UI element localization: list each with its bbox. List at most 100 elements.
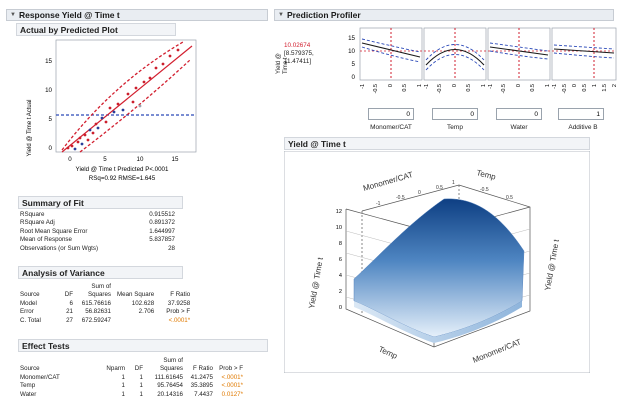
table-cell: 35.3895 [190, 382, 213, 390]
table-row: Model 6 615.76616 102.628 37.9258 [20, 300, 193, 308]
table-cell: Water [20, 390, 37, 398]
table-row: Error 21 56.82631 2.706 Prob > F [20, 308, 193, 316]
fit-value: 0.915512 [149, 211, 175, 218]
temp-value-input[interactable] [432, 108, 478, 120]
avp-point [94, 122, 98, 126]
table-cell: 1 [121, 390, 125, 398]
avp-point [83, 133, 87, 137]
summary-of-fit-title: Summary of Fit [22, 197, 84, 208]
profiler-x-tick: 2 [612, 84, 618, 87]
surface-top-tick: 0 [418, 190, 421, 196]
table-row: Temp 1 1 95.76454 35.3895 <.0001* [20, 382, 246, 390]
table-header-row: Source DF Squares Mean Square F Ratio [20, 291, 193, 299]
avp-point [70, 144, 74, 148]
response-panel-header[interactable]: ▼ Response Yield @ Time t [6, 9, 268, 21]
effect-tests-header[interactable]: Effect Tests [18, 339, 268, 352]
profiler-x-tick: 0 [572, 84, 578, 87]
surface-top-tick: -0.5 [480, 187, 489, 193]
profiler-ci-lower [425, 54, 485, 71]
avp-title: Actual by Predicted Plot [20, 24, 118, 35]
avp-point [142, 80, 146, 84]
factor-label-monomer: Monomer/CAT [370, 124, 412, 131]
avp-point [112, 110, 116, 114]
table-cell: <.0001* [168, 316, 191, 324]
table-cell: 1 [139, 382, 143, 390]
anova-header-top: Sum of [91, 283, 111, 290]
table-cell: 21 [66, 308, 73, 316]
surface-top-tick: 1 [452, 180, 455, 186]
avp-x-tick: 10 [137, 156, 144, 163]
fit-value: 28 [168, 244, 175, 252]
additive-b-value-input[interactable] [558, 108, 604, 120]
surface-top-tick: -1 [376, 201, 381, 207]
table-cell: Temp [20, 382, 36, 390]
table-row: Monomer/CAT 1 1 111.61645 41.2475 <.0001… [20, 374, 246, 382]
avp-point [96, 126, 100, 130]
ci-lower: [8.579375, [284, 50, 314, 57]
surface-z-ticks: 12 10 8 6 4 2 0 [336, 209, 342, 311]
profiler-x-tick: 1 [417, 84, 423, 87]
water-value-input[interactable] [496, 108, 542, 120]
profiler-plots[interactable]: 15 10 5 0 -1 -0.5 0 0.5 1 -1 -0.5 0 0.5 … [330, 26, 620, 96]
profiler-cell-additive [551, 27, 617, 81]
profiler-ci-upper [425, 44, 485, 61]
avp-point [91, 131, 95, 135]
avp-point [131, 100, 135, 104]
monomer-value-input[interactable] [368, 108, 414, 120]
surface-z-tick: 10 [336, 225, 342, 231]
profiler-x-tick: 0 [516, 84, 522, 87]
column-header: DF [134, 365, 143, 373]
profiler-y-tick: 0 [352, 74, 356, 81]
surface-z-tick: 0 [339, 305, 342, 311]
avp-point [176, 48, 180, 52]
avp-points [66, 48, 180, 151]
profiler-y-ticks: 15 10 5 0 [348, 35, 355, 81]
table-cell: 1 [121, 373, 125, 381]
table-cell: 102.628 [131, 299, 155, 307]
table-cell: <.0001* [221, 373, 243, 381]
table-cell: 37.9258 [167, 299, 191, 307]
surface-plot-title: Yield @ Time t [288, 138, 346, 149]
avp-point [66, 146, 70, 150]
profiler-curve [489, 46, 549, 56]
profiler-x-tick: 0.5 [582, 84, 588, 92]
avp-y-axis-label: Yield @ Time t Actual [27, 100, 33, 157]
column-header: Prob > F [219, 365, 243, 373]
table-cell: 111.61645 [154, 373, 183, 381]
table-cell: Monomer/CAT [20, 373, 60, 381]
profiler-x-tick: -0.5 [373, 84, 379, 93]
fit-label: Mean of Response [20, 236, 72, 244]
profiler-curve [361, 42, 421, 58]
avp-point [161, 62, 165, 66]
fit-label: Observations (or Sum Wgts) [20, 244, 99, 252]
table-cell: 672.59247 [81, 316, 111, 324]
disclosure-triangle-icon[interactable]: ▼ [278, 12, 284, 18]
table-cell: 27 [66, 316, 73, 324]
surface-z-tick: 6 [339, 257, 342, 263]
surface-plot-header[interactable]: Yield @ Time t [284, 137, 590, 150]
factor-label-water: Water [510, 124, 528, 131]
summary-of-fit-header[interactable]: Summary of Fit [18, 196, 183, 209]
effect-header-top: Sum of [163, 357, 183, 364]
table-cell [114, 317, 157, 325]
profiler-ci-upper [553, 44, 615, 50]
actual-by-predicted-plot: Yield @ Time t Actual 0 5 10 15 0 5 10 1… [27, 39, 197, 182]
column-header: Nparm [106, 365, 125, 373]
table-header-row: Sum of [20, 357, 246, 365]
avp-header[interactable]: Actual by Predicted Plot [16, 23, 176, 36]
profiler-x-tick: 1.5 [602, 84, 608, 92]
avp-fit-line [61, 45, 193, 153]
avp-point [100, 116, 104, 120]
profiler-y-label-line: Yield @ [276, 53, 282, 74]
disclosure-triangle-icon[interactable]: ▼ [10, 12, 16, 18]
column-header: F Ratio [170, 291, 191, 299]
anova-header[interactable]: Analysis of Variance [18, 266, 183, 279]
column-header: Squares [159, 365, 183, 373]
column-header: Mean Square [117, 291, 155, 299]
avp-y-tick: 0 [49, 145, 53, 152]
surface-plot[interactable]: 12 10 8 6 4 2 0 -1 -0.5 0 0.5 1 -0.5 0.5… [284, 151, 590, 373]
prediction-profiler-header[interactable]: ▼ Prediction Profiler [274, 9, 614, 21]
profiler-x-tick: -0.5 [562, 84, 568, 93]
table-header-row: Sum of [20, 283, 193, 291]
effect-tests-table: Sum of Source Nparm DF Squares F Ratio P… [20, 357, 246, 399]
